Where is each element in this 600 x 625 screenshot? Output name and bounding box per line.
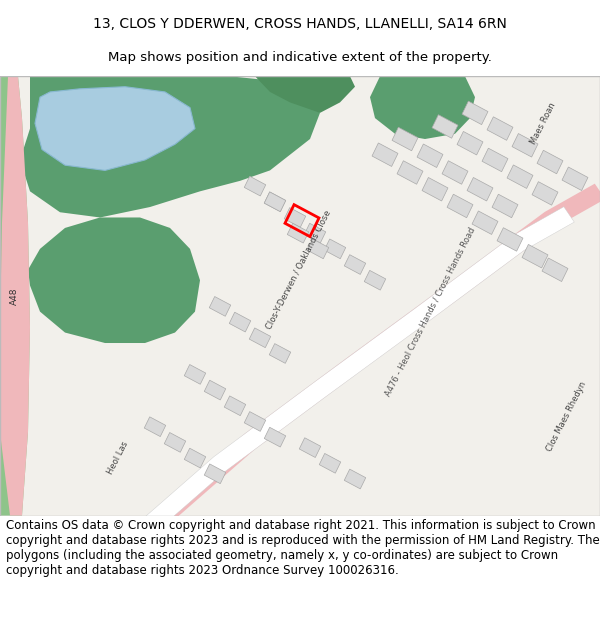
Text: A48: A48 bbox=[10, 288, 19, 305]
Bar bbox=[209, 296, 231, 316]
Polygon shape bbox=[370, 76, 475, 139]
Text: Heol Las: Heol Las bbox=[106, 440, 130, 476]
Bar bbox=[417, 144, 443, 168]
Bar bbox=[522, 244, 548, 268]
Bar bbox=[269, 344, 291, 363]
Bar bbox=[497, 228, 523, 251]
Bar bbox=[324, 239, 346, 259]
Bar bbox=[204, 464, 226, 484]
Bar bbox=[344, 254, 366, 274]
Text: 13, CLOS Y DDERWEN, CROSS HANDS, LLANELLI, SA14 6RN: 13, CLOS Y DDERWEN, CROSS HANDS, LLANELL… bbox=[93, 18, 507, 31]
Bar bbox=[264, 192, 286, 212]
Bar bbox=[372, 143, 398, 166]
Bar bbox=[287, 223, 309, 243]
Text: Clos-Y-Derwen / Oaklands Close: Clos-Y-Derwen / Oaklands Close bbox=[264, 209, 332, 331]
Bar bbox=[467, 177, 493, 201]
Text: Map shows position and indicative extent of the property.: Map shows position and indicative extent… bbox=[108, 51, 492, 64]
Bar bbox=[299, 438, 321, 458]
Polygon shape bbox=[20, 76, 320, 218]
Bar bbox=[304, 223, 326, 243]
Bar bbox=[482, 148, 508, 172]
Text: Maes Roan: Maes Roan bbox=[529, 101, 557, 146]
Bar bbox=[249, 328, 271, 348]
Bar bbox=[284, 208, 306, 227]
Text: Clos Maes Rhedyn: Clos Maes Rhedyn bbox=[545, 380, 589, 452]
Text: A476 - Heol Cross Hands / Cross Hands Road: A476 - Heol Cross Hands / Cross Hands Ro… bbox=[383, 226, 477, 398]
Bar bbox=[532, 182, 558, 205]
Bar bbox=[184, 364, 206, 384]
Bar bbox=[164, 432, 186, 452]
Bar bbox=[442, 161, 468, 184]
Polygon shape bbox=[0, 76, 30, 516]
Bar bbox=[392, 127, 418, 151]
Polygon shape bbox=[28, 217, 200, 343]
Bar bbox=[204, 380, 226, 400]
Bar bbox=[344, 469, 366, 489]
Bar bbox=[512, 134, 538, 157]
Bar bbox=[492, 194, 518, 218]
Bar bbox=[432, 115, 458, 138]
Text: Contains OS data © Crown copyright and database right 2021. This information is : Contains OS data © Crown copyright and d… bbox=[6, 519, 600, 577]
Polygon shape bbox=[129, 207, 574, 546]
Bar bbox=[542, 258, 568, 281]
Polygon shape bbox=[0, 76, 30, 516]
Polygon shape bbox=[0, 76, 600, 516]
Bar bbox=[244, 176, 266, 196]
Bar bbox=[422, 177, 448, 201]
Polygon shape bbox=[255, 76, 355, 113]
Polygon shape bbox=[160, 184, 600, 523]
Bar bbox=[144, 417, 166, 437]
Bar bbox=[487, 117, 513, 140]
Bar bbox=[285, 204, 319, 237]
Bar bbox=[319, 454, 341, 473]
Bar bbox=[307, 239, 329, 259]
Bar bbox=[457, 131, 483, 155]
Bar bbox=[244, 412, 266, 431]
Bar bbox=[364, 271, 386, 290]
Bar bbox=[507, 165, 533, 188]
Bar bbox=[537, 150, 563, 174]
Bar bbox=[224, 396, 246, 416]
Polygon shape bbox=[35, 87, 195, 171]
Bar bbox=[472, 211, 498, 234]
Bar bbox=[462, 101, 488, 124]
Bar bbox=[447, 194, 473, 218]
Bar bbox=[264, 192, 286, 212]
Bar bbox=[397, 161, 423, 184]
Bar bbox=[184, 448, 206, 468]
Bar bbox=[264, 428, 286, 447]
Bar bbox=[229, 312, 251, 332]
Bar bbox=[562, 167, 588, 191]
